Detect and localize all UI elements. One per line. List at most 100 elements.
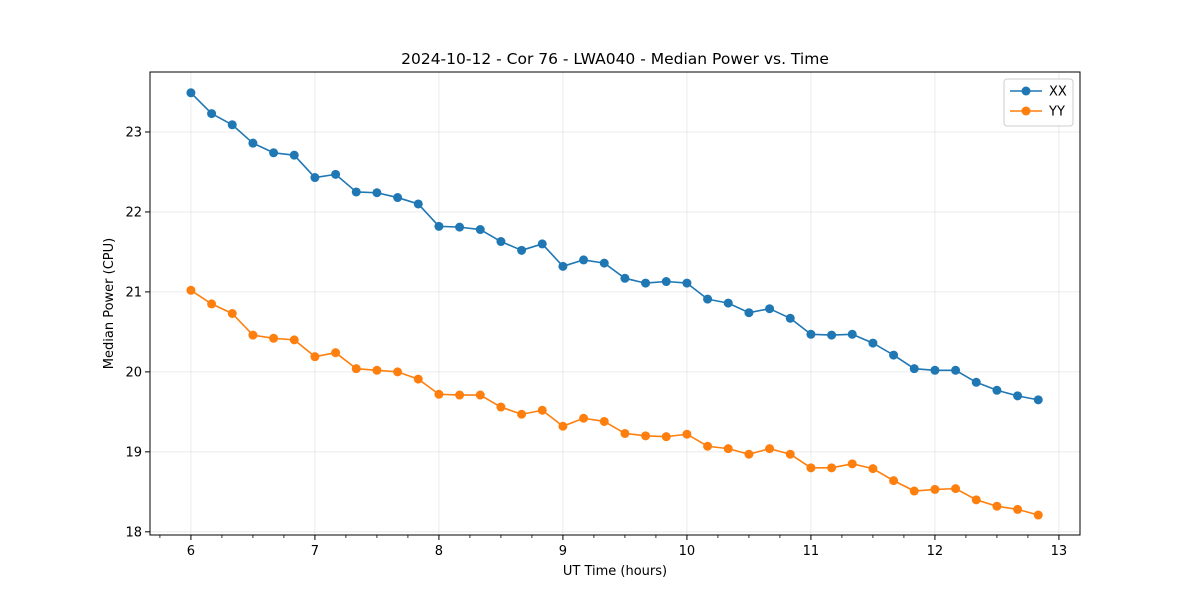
data-point-xx [351,187,361,197]
data-point-yy [1033,510,1043,520]
data-point-xx [579,255,589,265]
data-point-xx [248,138,258,148]
data-point-yy [537,405,547,415]
data-point-xx [744,308,754,318]
data-point-xx [558,261,568,271]
data-point-xx [413,199,423,209]
data-point-xx [331,169,341,179]
data-point-yy [847,459,857,469]
data-point-yy [227,309,237,318]
data-point-xx [455,222,465,232]
data-point-yy [744,449,754,459]
data-point-xx [868,338,878,348]
data-point-xx [971,377,981,387]
data-point-xx [434,221,444,231]
data-point-yy [269,333,279,343]
data-point-yy [806,463,816,473]
data-point-xx [806,329,816,339]
data-point-xx [682,278,692,288]
data-point-yy [868,464,878,474]
data-point-xx [785,313,795,323]
data-point-yy [641,431,651,441]
data-point-xx [661,277,671,287]
data-point-xx [930,365,940,375]
data-point-xx [703,294,713,304]
y-tick-label: 20 [125,365,142,380]
data-point-yy [827,463,837,473]
y-tick-label: 23 [125,125,142,140]
data-point-yy [971,495,981,505]
data-point-xx [289,150,299,160]
x-tick-label: 13 [1051,544,1068,559]
data-point-yy [455,390,465,400]
grid-layer [150,72,1080,535]
data-point-yy [909,486,919,496]
data-point-xx [723,298,733,308]
data-point-xx [227,120,237,130]
series-layer [186,88,1043,520]
x-tick-label: 9 [559,544,567,559]
x-axis-label: UT Time (hours) [563,564,667,579]
axis-layer: 6 7 8 9 10 11 12 13 18 19 20 21 22 23 [125,125,1067,559]
data-point-yy [372,365,382,375]
data-point-xx [992,385,1002,395]
data-point-xx [847,329,857,339]
data-point-xx [951,365,961,375]
x-tick-label: 11 [803,544,820,559]
x-tick-label: 6 [187,544,195,559]
legend: XX YY [1003,78,1074,127]
data-point-xx [372,188,382,198]
legend-label-yy: YY [1048,105,1065,120]
data-point-yy [558,421,568,431]
data-point-yy [785,449,795,459]
data-point-xx [517,245,527,255]
data-point-yy [496,402,506,412]
data-point-yy [579,413,589,423]
data-point-xx [186,88,196,98]
data-point-yy [951,484,961,494]
chart-title: 2024-10-12 - Cor 76 - LWA040 - Median Po… [401,50,829,68]
data-point-xx [1013,391,1023,401]
data-point-yy [682,429,692,439]
data-point-xx [207,109,217,119]
data-point-yy [620,428,630,438]
data-point-xx [537,239,547,249]
data-point-yy [599,416,609,426]
data-point-yy [310,352,320,362]
legend-label-xx: XX [1049,85,1067,100]
legend-marker-xx [1021,86,1031,96]
series-xx [186,88,1043,405]
data-point-yy [351,364,361,374]
data-point-xx [310,173,320,183]
data-point-xx [393,193,403,203]
data-point-xx [269,148,279,158]
data-point-yy [186,285,196,295]
data-point-yy [517,409,527,419]
data-point-yy [331,348,341,358]
data-point-xx [496,237,506,247]
data-point-yy [992,501,1002,511]
data-point-yy [661,432,671,442]
series-yy [186,285,1043,520]
legend-marker-yy [1021,106,1031,116]
data-point-yy [703,441,713,451]
data-point-yy [930,484,940,494]
data-point-yy [1013,504,1023,514]
data-point-yy [475,390,485,400]
data-point-yy [765,444,775,454]
plot-frame [149,71,1081,536]
data-point-xx [475,225,485,235]
y-tick-label: 22 [125,205,142,220]
y-axis-label: Median Power (CPU) [102,238,117,369]
y-tick-label: 19 [125,445,142,460]
data-point-yy [889,476,899,486]
data-point-yy [434,389,444,399]
y-tick-label: 18 [125,525,142,540]
data-point-yy [289,335,299,345]
x-tick-label: 12 [927,544,944,559]
data-point-xx [620,273,630,283]
x-tick-label: 10 [679,544,696,559]
